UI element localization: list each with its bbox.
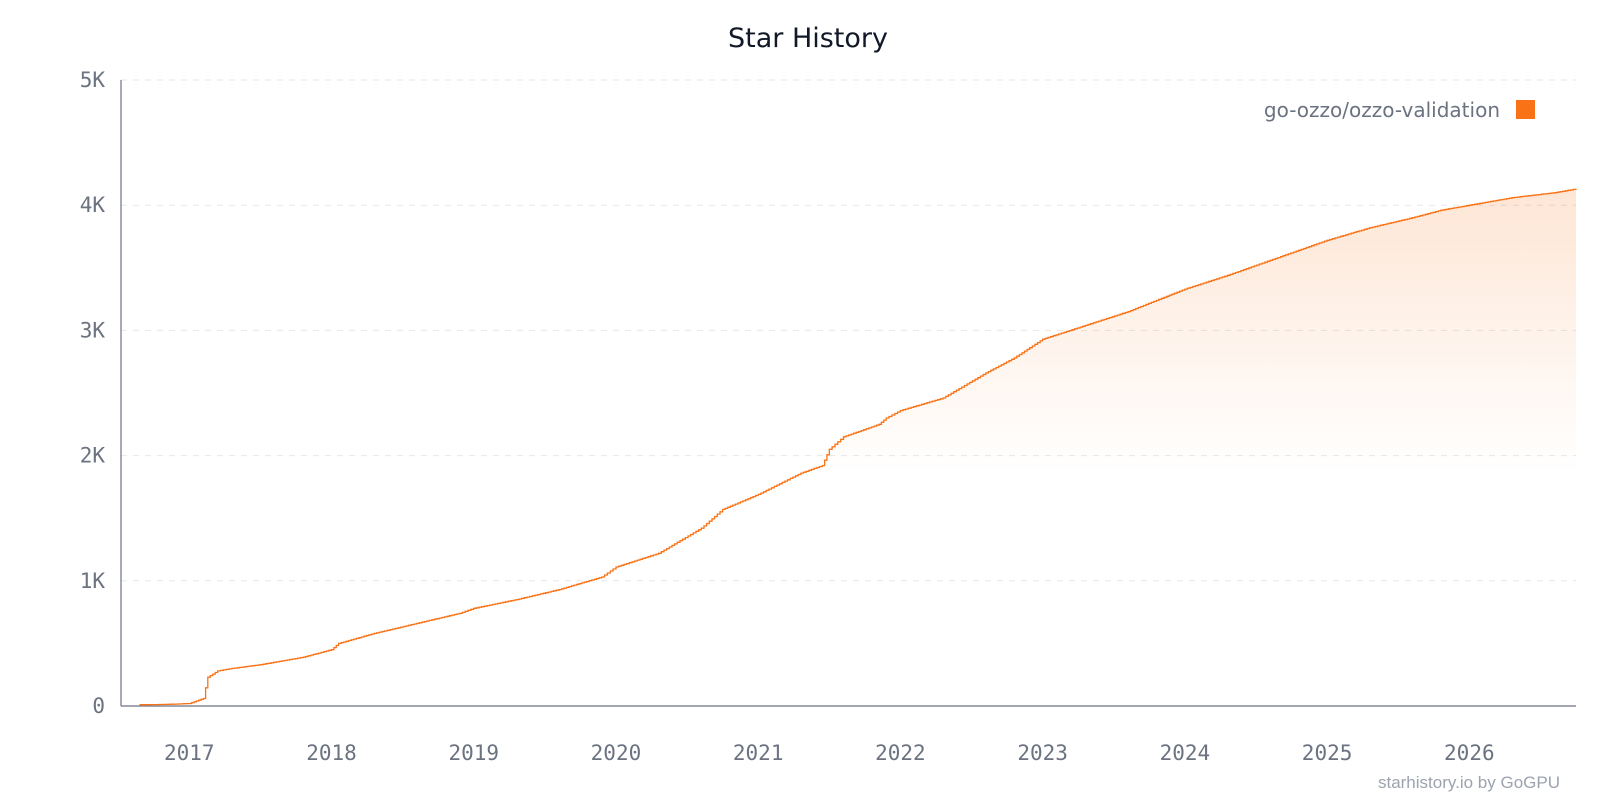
y-tick-label: 1K <box>80 569 106 593</box>
series-area <box>139 188 1576 706</box>
legend-label: go-ozzo/ozzo-validation <box>1264 98 1500 122</box>
x-tick-label: 2018 <box>306 741 357 765</box>
x-tick-label: 2024 <box>1160 741 1211 765</box>
y-tick-label: 5K <box>80 68 106 92</box>
footer-credit[interactable]: starhistory.io by GoGPU <box>1378 773 1560 792</box>
y-tick-label: 2K <box>80 444 106 468</box>
series-area-fill <box>139 188 1576 706</box>
x-tick-label: 2020 <box>591 741 642 765</box>
chart-title: Star History <box>728 23 888 54</box>
y-axis: 0 1K 2K 3K 4K 5K <box>80 68 122 718</box>
legend-swatch[interactable] <box>1516 100 1535 119</box>
series-lines <box>139 188 1577 706</box>
series-line[interactable] <box>139 188 1577 706</box>
x-axis: 2017 2018 2019 2020 2021 2022 2023 2024 2025 2026 <box>121 705 1576 765</box>
x-tick-label: 2021 <box>733 741 784 765</box>
y-tick-label: 0 <box>92 694 105 718</box>
x-tick-label: 2022 <box>875 741 926 765</box>
y-tick-label: 4K <box>80 193 106 217</box>
x-tick-label: 2025 <box>1302 741 1353 765</box>
x-tick-label: 2017 <box>164 741 215 765</box>
x-tick-label: 2019 <box>448 741 499 765</box>
y-tick-label: 3K <box>80 318 106 342</box>
legend[interactable]: go-ozzo/ozzo-validation <box>1264 98 1535 122</box>
x-tick-label: 2023 <box>1017 741 1068 765</box>
x-tick-label: 2026 <box>1444 741 1495 765</box>
